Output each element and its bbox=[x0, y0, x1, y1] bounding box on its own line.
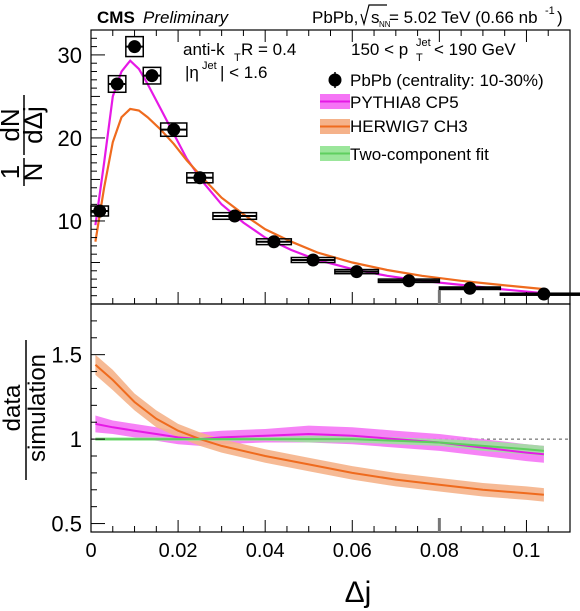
lumi-close: ) bbox=[557, 8, 563, 27]
herwig-curve bbox=[94, 107, 545, 291]
top-y-tick-label: 10 bbox=[58, 209, 82, 234]
x-tick-label: 0.04 bbox=[246, 540, 285, 562]
lumi-exponent: -1 bbox=[545, 5, 555, 17]
top-y-tick-label: 20 bbox=[58, 126, 82, 151]
energy-symbol: s bbox=[371, 8, 380, 27]
legend: PbPb (centrality: 10-30%) PYTHIA8 CP5 HE… bbox=[320, 71, 544, 164]
top-ylabel-num: 1 bbox=[0, 165, 25, 179]
x-tick-label: 0.08 bbox=[420, 540, 459, 562]
jet-algo-annotation: anti-k T R = 0.4 bbox=[183, 40, 296, 64]
data-point bbox=[537, 287, 551, 301]
data-point bbox=[350, 265, 364, 279]
experiment-label: CMS bbox=[97, 8, 135, 27]
pt-annotation: 150 < p Jet T < 190 GeV bbox=[351, 37, 516, 64]
bottom-ylabel-num: data bbox=[0, 384, 26, 431]
fit-ratio-line bbox=[95, 438, 544, 452]
bottom-ylabel-den: simulation bbox=[24, 354, 51, 462]
x-tick-label: 0.06 bbox=[333, 540, 372, 562]
x-tick-label: 0.1 bbox=[513, 540, 541, 562]
algo-sub: T bbox=[234, 52, 241, 64]
axes: 0 0.02 0.04 0.06 0.08 0.1 10 20 30 0.5 1 1.5 bbox=[51, 29, 571, 562]
x-tick-label: 0 bbox=[85, 540, 96, 562]
pythia-ratio-line bbox=[95, 422, 544, 456]
energy-subscript: NN bbox=[379, 20, 391, 29]
data-point bbox=[306, 253, 320, 267]
data-point bbox=[110, 77, 124, 91]
top-ylabel-dN: dN bbox=[0, 108, 25, 141]
system-text: PbPb, bbox=[312, 8, 358, 27]
top-ylabel-den: N bbox=[18, 163, 48, 182]
top-y-tick-label: 30 bbox=[58, 43, 82, 68]
data-point bbox=[267, 235, 281, 249]
energy-label: PbPb, s NN = 5.02 TeV (0.66 nb -1 ) bbox=[312, 4, 563, 29]
algo-suffix: R = 0.4 bbox=[241, 40, 296, 59]
pt-suffix: < 190 GeV bbox=[434, 40, 516, 59]
algo-prefix: anti-k bbox=[183, 40, 225, 59]
top-plot-area bbox=[90, 35, 580, 301]
sqrt-symbol bbox=[360, 4, 387, 27]
pythia-curve bbox=[94, 59, 545, 295]
data-point bbox=[167, 123, 181, 137]
herwig-ratio-band bbox=[95, 354, 544, 502]
eta-annotation: |η Jet | < 1.6 bbox=[185, 60, 267, 82]
top-y-axis-title: 1 N dN dΔj bbox=[0, 95, 48, 186]
data-point bbox=[93, 204, 107, 218]
data-point bbox=[228, 209, 242, 223]
legend-fit-label: Two-component fit bbox=[350, 145, 489, 164]
data-point bbox=[463, 281, 477, 295]
eta-prefix: |η bbox=[185, 63, 199, 82]
eta-suffix: | < 1.6 bbox=[220, 63, 267, 82]
bottom-y-axis-title: data simulation bbox=[0, 340, 51, 480]
legend-pythia-label: PYTHIA8 CP5 bbox=[350, 93, 459, 112]
legend-herwig-label: HERWIG7 CH3 bbox=[350, 117, 468, 136]
x-axis-title: Δj bbox=[345, 576, 372, 609]
data-point bbox=[128, 40, 142, 54]
pt-sup: Jet bbox=[416, 37, 431, 49]
pt-sub: T bbox=[416, 52, 423, 64]
bottom-y-tick-label: 1 bbox=[70, 427, 82, 452]
legend-data-label: PbPb (centrality: 10-30%) bbox=[350, 71, 544, 90]
x-tick-label: 0.02 bbox=[159, 540, 198, 562]
status-label: Preliminary bbox=[143, 8, 230, 27]
data-point bbox=[145, 69, 159, 83]
bottom-y-tick-label: 1.5 bbox=[51, 343, 82, 368]
pt-prefix: 150 < p bbox=[351, 40, 408, 59]
herwig-ratio-line bbox=[94, 364, 544, 496]
data-point bbox=[193, 171, 207, 185]
eta-sup: Jet bbox=[202, 60, 217, 72]
data-point bbox=[402, 274, 416, 288]
energy-value: = 5.02 TeV (0.66 nb bbox=[389, 8, 538, 27]
bottom-y-tick-label: 0.5 bbox=[51, 512, 82, 537]
bottom-plot-area bbox=[91, 354, 570, 502]
top-ylabel-dDj: dΔj bbox=[18, 106, 48, 144]
